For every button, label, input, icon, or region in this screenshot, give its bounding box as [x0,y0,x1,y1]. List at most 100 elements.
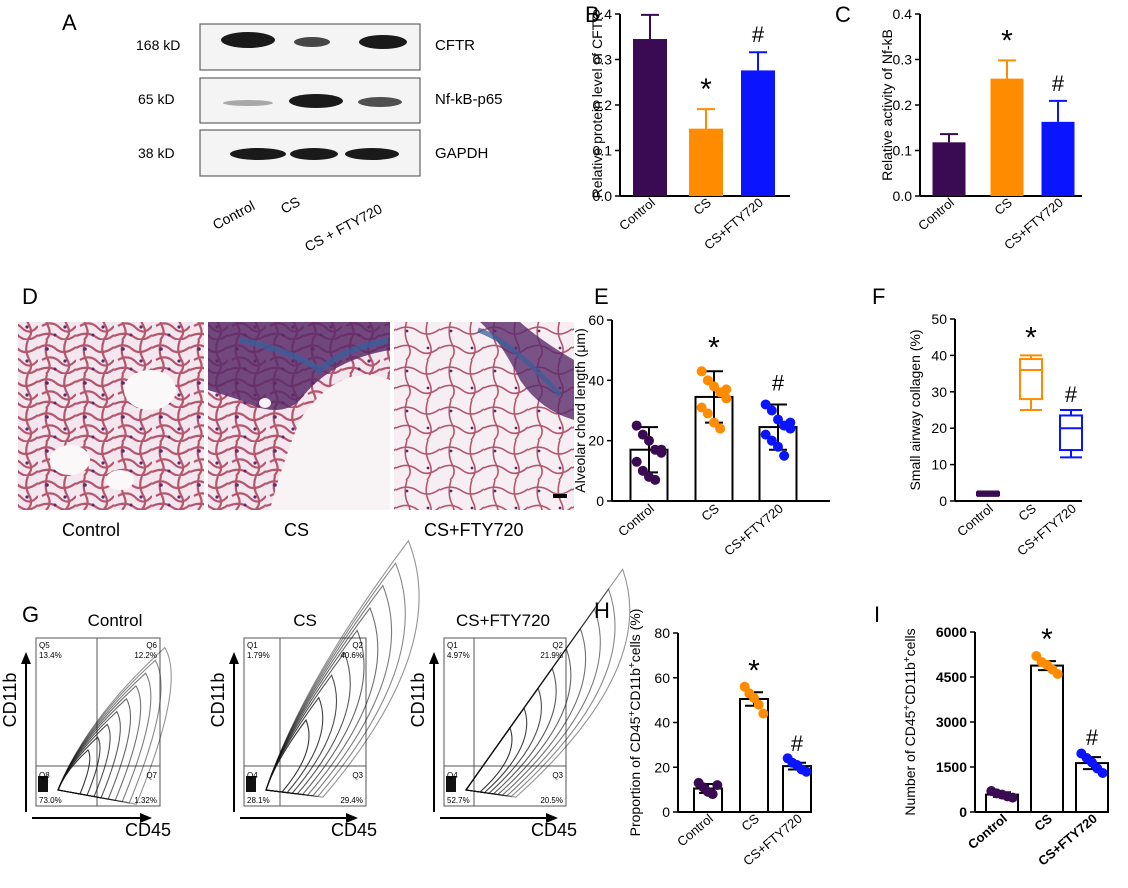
x-category-label: CS [698,501,722,524]
quadrant-value: 29.4% [340,796,363,805]
contour-line [57,659,162,804]
arrow-head [21,652,31,664]
event-cluster [246,776,256,792]
y-tick-label: 0.0 [593,188,613,204]
blot-band [345,148,399,160]
data-point [712,780,723,791]
bar [990,78,1024,196]
panel-letter-g: G [22,602,39,627]
quadrant-name: Q1 [447,641,458,650]
data-point [656,444,667,455]
significance-star: * [1025,321,1037,354]
bar [689,128,723,196]
quadrant-name: Q2 [352,641,363,650]
quadrant-name: Q7 [146,771,157,780]
quadrant-value: 13.4% [39,651,62,660]
y-axis-label-part: cells [902,628,918,656]
box [1019,358,1043,401]
significance-hash: # [1086,725,1099,750]
blot-size-label: 65 kD [138,91,175,107]
y-tick-label: 40 [588,372,604,388]
y-axis-label-sup: + [902,705,913,711]
flow-plot-frame [443,637,567,807]
data-point [779,450,790,461]
quadrant-value: 28.1% [247,796,270,805]
histology-cs [208,322,390,510]
y-axis-label-sup: + [627,662,638,668]
y-tick-label: 0 [959,804,967,820]
y-tick-label: 4500 [936,669,967,685]
y-axis-label-sup: + [902,656,913,662]
blot-protein-label: CFTR [435,37,475,54]
y-tick-label: 0.3 [893,52,913,68]
blot-band [221,32,275,48]
data-point [753,699,764,710]
event-cluster [38,776,48,792]
quadrant-value: 4.97% [447,651,470,660]
y-tick-label: 0.2 [593,97,613,113]
y-tick-label: 3000 [936,714,967,730]
y-tick-label: 6000 [936,624,967,640]
quadrant-name: Q3 [552,771,563,780]
y-tick-label: 40 [654,715,670,731]
panel-letter-a: A [62,10,77,35]
x-category-label: CS [1015,501,1039,524]
quadrant-value: 21.9% [540,651,563,660]
quadrant-name: Q4 [447,771,458,780]
blot-row-gapdh: 38 kD GAPDH [138,129,488,177]
significance-star: * [700,73,712,106]
bar [932,142,966,196]
blot-band [289,94,343,108]
x-category-label: Control [616,195,658,233]
y-tick-label: 40 [931,347,947,363]
flow-y-axis-label: CD11b [0,673,20,728]
data-point [696,402,707,413]
blot-band [223,100,273,106]
bar [741,70,775,196]
data-point [702,408,713,419]
y-tick-label: 20 [588,433,604,449]
significance-star: * [748,654,760,687]
y-tick-label: 20 [931,420,947,436]
flow-plot-title: Control [88,611,143,630]
blot-row-cftr: 168 kD CFTR [136,23,475,71]
y-axis-label: Relative protein level of CFTR [589,12,605,199]
significance-hash: # [752,22,765,47]
significance-hash: # [1065,382,1078,407]
blot-band [290,148,338,160]
contour-line [465,568,631,798]
data-point [773,414,783,425]
panel-letter-c: C [835,2,851,27]
blot-protein-label: GAPDH [435,145,488,162]
event-cluster [446,776,456,792]
collagen-stain [239,337,389,374]
histology-caption: Control [62,520,120,540]
airspace [270,375,390,510]
bar [1030,664,1064,813]
contour-line [57,646,172,805]
data-point [801,766,812,777]
data-point [637,429,648,440]
quadrant-value: 12.2% [134,651,157,660]
quadrant-name: Q2 [552,641,563,650]
flow-x-axis-label: CD45 [125,820,171,840]
blot-lane-label: Control [210,197,257,232]
blot-band [358,97,402,107]
contour-line [265,539,420,798]
significance-hash: # [791,731,804,756]
y-tick-label: 0.1 [893,143,913,159]
y-axis-label-part: Proportion of CD45 [627,716,643,836]
chart-f: F 0 10 20 30 40 50 Small airway collagen (%) Con… [872,284,1083,559]
y-tick-label: 60 [588,312,604,328]
alveolus [50,445,90,475]
x-category-label: Control [674,811,716,850]
significance-hash: # [772,370,785,395]
arrow-head [429,652,439,664]
data-point [707,789,718,800]
quadrant-value: 52.7% [447,796,470,805]
y-tick-label: 0.4 [893,6,913,22]
blot-band [359,35,407,49]
